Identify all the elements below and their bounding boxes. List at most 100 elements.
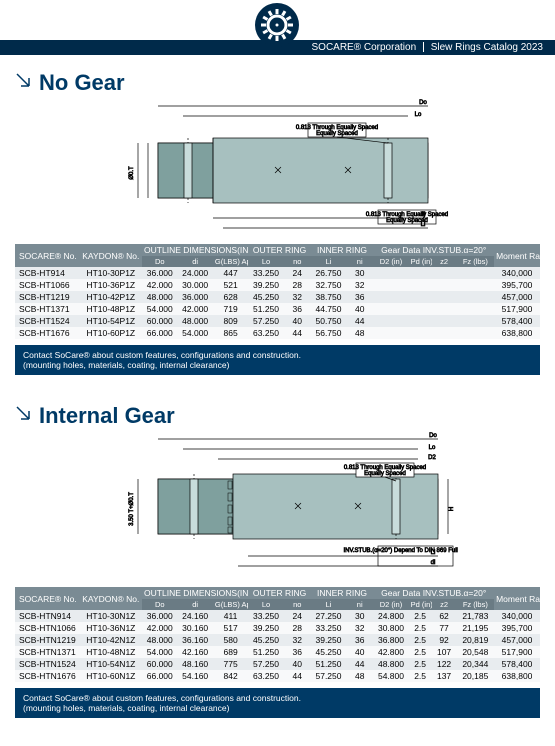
cell: 45.250: [248, 634, 283, 646]
cell: 45.250: [311, 646, 346, 658]
cell: SCB-HT914: [15, 267, 80, 279]
cell: 57.250: [248, 658, 283, 670]
cell: 27.250: [311, 610, 346, 622]
cell: 36: [346, 291, 373, 303]
cell: 521: [213, 279, 248, 291]
cell: SCB-HT1524: [15, 315, 80, 327]
cell: 719: [213, 303, 248, 315]
cell: 36: [284, 303, 311, 315]
cell: 865: [213, 327, 248, 339]
cell: 32: [346, 622, 373, 634]
table-row: SCB-HT914HT10-30P1Z36.00024.00044733.250…: [15, 267, 540, 279]
cell: [373, 303, 408, 315]
contact-note: Contact SoCare® about custom features, c…: [15, 345, 540, 375]
cell: 842: [213, 670, 248, 682]
cell: 457,000: [494, 634, 540, 646]
cell: 54.160: [177, 670, 212, 682]
cell: 48.000: [142, 634, 177, 646]
cell: SCB-HT1371: [15, 303, 80, 315]
table-row: SCB-HT1676HT10-60P1Z66.00054.00086563.25…: [15, 327, 540, 339]
cell: 40: [284, 658, 311, 670]
table-row: SCB-HTN1066HT10-36N1Z42.00030.16051739.2…: [15, 622, 540, 634]
cell: [432, 315, 457, 327]
cell: 48: [346, 327, 373, 339]
cell: [409, 291, 432, 303]
cell: [409, 327, 432, 339]
cell: 42.160: [177, 646, 212, 658]
cell: 107: [432, 646, 457, 658]
cell: 30: [346, 610, 373, 622]
cell: 580: [213, 634, 248, 646]
cell: 48.800: [373, 658, 408, 670]
cell: 21,783: [457, 610, 495, 622]
cell: 63.250: [248, 670, 283, 682]
cell: 54.000: [142, 646, 177, 658]
table-row: SCB-HTN1676HT10-60N1Z66.00054.16084263.2…: [15, 670, 540, 682]
table-row: SCB-HT1524HT10-54P1Z60.00048.00080957.25…: [15, 315, 540, 327]
cell: SCB-HTN1371: [15, 646, 80, 658]
table-row: SCB-HT1219HT10-42P1Z48.00036.00062845.25…: [15, 291, 540, 303]
cell: 395,700: [494, 622, 540, 634]
col-outline: OUTLINE DIMENSIONS(IN) AND WEIGHT(LBS): [142, 244, 248, 256]
table-row: SCB-HT1371HT10-48P1Z54.00042.00071951.25…: [15, 303, 540, 315]
spec-table-no-gear: SOCARE® No. KAYDON® No. OUTLINE DIMENSIO…: [15, 244, 540, 339]
cell: SCB-HT1066: [15, 279, 80, 291]
col-kaydon: KAYDON® No.: [80, 244, 142, 267]
cell: 24.160: [177, 610, 212, 622]
cell: SCB-HTN1219: [15, 634, 80, 646]
svg-text:Equally Spaced: Equally Spaced: [364, 471, 406, 477]
cell: 40: [346, 646, 373, 658]
cell: 517,900: [494, 646, 540, 658]
cell: 638,800: [494, 327, 540, 339]
note-line2: (mounting holes, materials, coating, int…: [23, 360, 532, 370]
cell: HT10-42N1Z: [80, 634, 142, 646]
cell: 36.000: [142, 267, 177, 279]
cell: 44: [346, 658, 373, 670]
table-header: SOCARE® No. KAYDON® No. OUTLINE DIMENSIO…: [15, 244, 540, 267]
svg-text:Equally Spaced: Equally Spaced: [316, 131, 358, 137]
cell: 517,900: [494, 303, 540, 315]
cell: 48.160: [177, 658, 212, 670]
cell: 44.750: [311, 303, 346, 315]
cell: 48.000: [142, 291, 177, 303]
separator: [423, 42, 424, 52]
cell: SCB-HTN914: [15, 610, 80, 622]
cell: SCB-HTN1676: [15, 670, 80, 682]
cell: 24: [284, 267, 311, 279]
cell: 42.000: [142, 622, 177, 634]
cell: 447: [213, 267, 248, 279]
cell: 50.750: [311, 315, 346, 327]
cell: SCB-HT1219: [15, 291, 80, 303]
cell: HT10-54P1Z: [80, 315, 142, 327]
cell: [457, 279, 495, 291]
col-gear: Gear Data INV.STUB.α=20°: [373, 244, 494, 256]
svg-text:Lo: Lo: [428, 445, 435, 451]
svg-text:Li: Li: [430, 550, 435, 556]
cell: 689: [213, 646, 248, 658]
cell: [457, 291, 495, 303]
cell: 54.000: [177, 327, 212, 339]
svg-text:Do: Do: [419, 100, 427, 106]
cell: 66.000: [142, 670, 177, 682]
cell: 24: [284, 610, 311, 622]
page-header: SOCARE® Corporation Slew Rings Catalog 2…: [0, 0, 555, 60]
cell: [373, 315, 408, 327]
cell: 36.800: [373, 634, 408, 646]
cell: 340,000: [494, 267, 540, 279]
cell: 32: [346, 279, 373, 291]
col-moment: Moment Rating Crm (ft-lbs): [494, 244, 540, 267]
cell: [457, 267, 495, 279]
cell: 457,000: [494, 291, 540, 303]
cell: 38.750: [311, 291, 346, 303]
cell: HT10-54N1Z: [80, 658, 142, 670]
cell: 39.250: [248, 622, 283, 634]
cell: 2.5: [409, 622, 432, 634]
heading-row: No Gear: [15, 70, 540, 96]
contact-note: Contact SoCare® about custom features, c…: [15, 688, 540, 718]
svg-text:Ø0.T: Ø0.T: [129, 166, 135, 180]
cell: 20,344: [457, 658, 495, 670]
cell: 578,400: [494, 658, 540, 670]
heading-row: Internal Gear: [15, 403, 540, 429]
cell: 30.160: [177, 622, 212, 634]
cell: 44: [346, 315, 373, 327]
